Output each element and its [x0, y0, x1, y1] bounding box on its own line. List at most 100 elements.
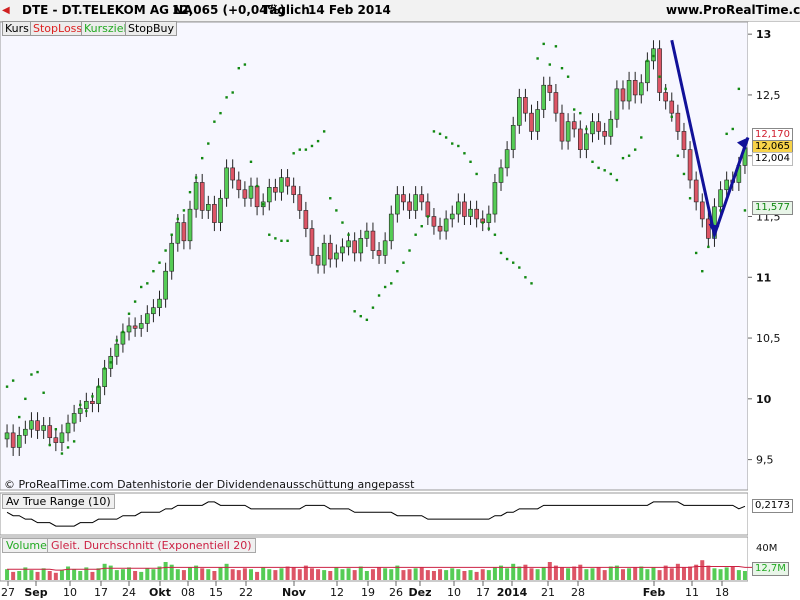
candle-body — [23, 428, 28, 436]
candle-body — [620, 88, 626, 102]
candle-body — [413, 194, 418, 211]
stop-dot — [188, 190, 192, 194]
candle-body — [395, 194, 400, 215]
header-bar: ◀ DTE - DT.TELEKOM AG NA 12,065 (+0,04%)… — [0, 0, 800, 22]
volume-bar — [395, 565, 400, 580]
stop-dot — [682, 172, 686, 176]
stop-dot — [603, 169, 606, 172]
stop-dot — [743, 209, 747, 212]
trend-arrow-head — [736, 137, 748, 150]
stop-dot — [341, 221, 344, 224]
volume-bar — [242, 568, 247, 580]
candle-body — [297, 194, 303, 211]
candle-body — [456, 201, 461, 215]
volume-bar — [383, 568, 388, 580]
volume-bar — [169, 564, 174, 580]
candle-body — [181, 222, 187, 242]
volume-bar — [200, 568, 205, 580]
stop-dot — [585, 127, 588, 131]
volume-bar — [724, 567, 729, 580]
period-label: Täglich — [262, 3, 310, 17]
candle-body — [96, 386, 101, 404]
kurs-button[interactable]: Kurs — [2, 21, 32, 36]
volume-bar — [450, 568, 455, 580]
volume-bar — [163, 562, 168, 580]
volume-bar — [389, 569, 394, 580]
stop-dot — [444, 136, 448, 139]
candle-body — [169, 242, 175, 272]
volume-bar — [608, 566, 613, 580]
volume-bar — [584, 569, 589, 580]
volume-bar — [224, 563, 229, 580]
stop-dot — [505, 257, 509, 261]
stop-dot — [725, 132, 728, 136]
volume-bar — [529, 568, 534, 580]
candle-body — [120, 331, 126, 345]
volume-bar — [255, 571, 260, 580]
candle-body — [126, 325, 132, 333]
candle-body — [358, 238, 364, 254]
stoploss-button[interactable]: StopLoss — [30, 21, 86, 36]
x-tick-label: 10 — [447, 586, 461, 599]
stop-dot — [432, 130, 436, 133]
x-tick-label: 11 — [685, 586, 699, 599]
stop-dot — [158, 261, 161, 264]
volume-bar — [291, 567, 296, 580]
candle-body — [16, 434, 22, 448]
stop-dot — [591, 160, 594, 163]
stop-dot — [737, 87, 741, 91]
candle-body — [693, 179, 699, 203]
stop-dot — [396, 269, 399, 273]
volume-bar — [560, 567, 564, 580]
candle-body — [645, 60, 650, 84]
volume-bar — [316, 569, 321, 580]
candle-body — [145, 313, 150, 324]
kursziel-button[interactable]: Kursziel — [81, 21, 130, 36]
stop-dot — [451, 142, 454, 145]
stop-dot — [304, 148, 308, 151]
stop-dot — [207, 142, 210, 145]
stop-dot — [554, 45, 558, 48]
candle-body — [370, 230, 376, 251]
volume-bar — [645, 569, 650, 580]
volume-bar — [499, 565, 504, 580]
candle-body — [230, 167, 235, 181]
y-tick-label: 9,5 — [756, 454, 774, 467]
stop-dot — [676, 154, 680, 157]
stop-dot — [42, 391, 45, 394]
stop-dot — [353, 310, 356, 313]
volume-bar — [590, 568, 595, 580]
collapse-icon[interactable]: ◀ — [2, 5, 10, 16]
stop-dot — [280, 239, 283, 243]
candle-body — [65, 422, 71, 434]
ema-line — [7, 566, 758, 571]
stop-dot — [109, 361, 112, 364]
candle-body — [602, 131, 607, 137]
candle-body — [157, 298, 162, 308]
candle-body — [163, 270, 168, 300]
candle-body — [449, 213, 455, 220]
volume-bar — [730, 566, 735, 580]
x-tick-label: Okt — [149, 586, 171, 599]
stop-dot — [383, 285, 387, 289]
stop-dot — [72, 440, 76, 443]
stop-dot — [194, 176, 198, 179]
candle-body — [596, 121, 601, 132]
stop-dot — [542, 42, 545, 46]
volume-bar — [96, 568, 101, 580]
candle-body — [608, 118, 614, 137]
stop-dot — [48, 443, 51, 447]
stopbuy-button[interactable]: StopBuy — [125, 21, 178, 36]
volume-bar — [181, 570, 186, 580]
candle-body — [553, 92, 559, 114]
stop-dot — [176, 217, 180, 221]
stop-dot — [670, 115, 673, 119]
x-tick-label: 19 — [361, 586, 375, 599]
candle-body — [559, 112, 565, 142]
candle-body — [388, 213, 394, 242]
x-tick-label: 27 — [1, 586, 15, 599]
candle-body — [285, 177, 290, 187]
candle-body — [632, 80, 638, 96]
volume-tick-label: 40M — [756, 543, 777, 554]
